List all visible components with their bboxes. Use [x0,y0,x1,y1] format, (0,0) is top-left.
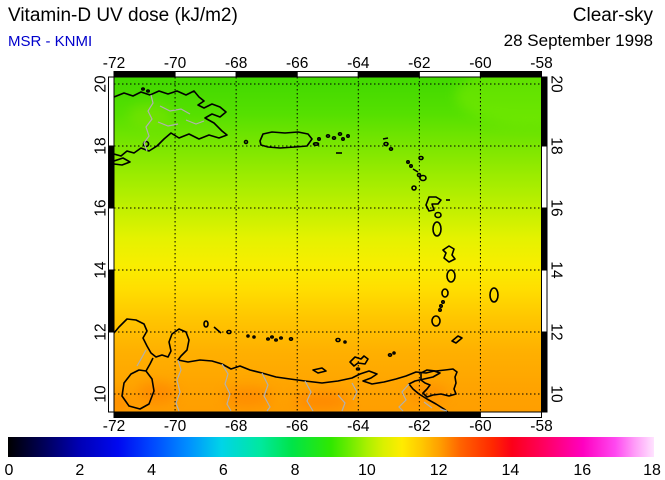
graticule-grid [114,77,542,412]
svg-text:-70: -70 [164,55,187,72]
svg-text:16: 16 [548,199,565,216]
svg-text:18: 18 [92,137,109,154]
svg-text:20: 20 [548,75,565,93]
svg-text:-72: -72 [103,418,125,435]
svg-text:-68: -68 [225,55,247,72]
colorbar [8,437,654,457]
page-title: Vitamin-D UV dose (kJ/m2) [8,5,238,26]
country-borders [136,94,448,412]
svg-text:-62: -62 [408,55,430,72]
svg-text:18: 18 [548,137,565,154]
svg-text:-64: -64 [347,418,370,435]
data-source-label: MSR - KNMI [8,33,93,50]
date-label: 28 September 1998 [503,31,653,50]
svg-text:12: 12 [548,323,565,340]
svg-text:14: 14 [548,261,565,279]
sky-condition-label: Clear-sky [572,5,653,26]
svg-text:12: 12 [430,462,448,479]
svg-text:10: 10 [92,385,109,403]
axis-tick-labels: -72 -72 -70 -70 -68 -68 -66 -66 -64 -64 -62 -62 -60 -… [92,55,564,435]
svg-text:-70: -70 [164,418,187,435]
svg-text:0: 0 [5,462,14,479]
svg-text:2: 2 [75,462,84,479]
svg-text:-72: -72 [103,55,125,72]
uv-field [114,77,542,412]
svg-text:10: 10 [548,385,565,403]
svg-text:-64: -64 [347,55,370,72]
svg-text:8: 8 [291,462,300,479]
svg-text:10: 10 [358,462,376,479]
svg-text:6: 6 [219,462,228,479]
svg-text:20: 20 [92,75,109,93]
map-frame [108,71,548,418]
svg-text:4: 4 [147,462,156,479]
coastlines [114,87,499,412]
colorbar-tick-labels: 0 2 4 6 8 10 12 14 16 18 [5,462,661,479]
svg-text:-60: -60 [469,55,492,72]
svg-text:12: 12 [92,323,109,340]
svg-text:18: 18 [643,462,661,479]
svg-text:-62: -62 [408,418,430,435]
svg-text:14: 14 [92,261,109,279]
svg-text:-58: -58 [530,55,552,72]
svg-text:16: 16 [92,199,109,216]
svg-text:-60: -60 [469,418,492,435]
svg-text:-66: -66 [286,55,308,72]
svg-text:-58: -58 [530,418,552,435]
svg-text:16: 16 [573,462,591,479]
svg-text:-68: -68 [225,418,247,435]
svg-text:-66: -66 [286,418,308,435]
svg-text:14: 14 [502,462,520,479]
